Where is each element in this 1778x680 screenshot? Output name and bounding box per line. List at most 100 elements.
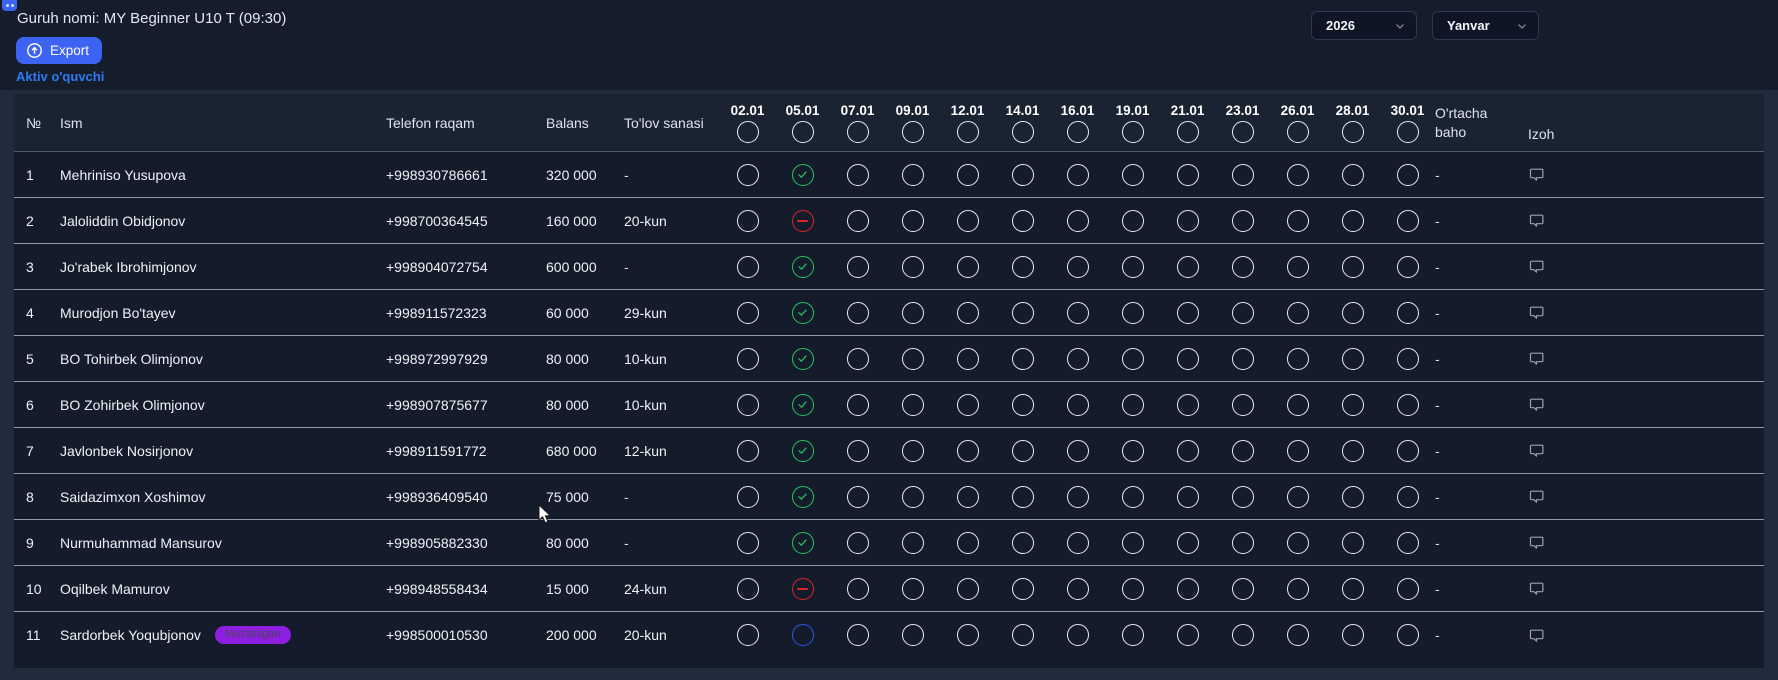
attendance-circle-none[interactable] [1286,624,1309,646]
attendance-circle-none[interactable] [1286,485,1309,508]
header-day-circle[interactable] [956,120,979,143]
attendance-circle-none[interactable] [1231,209,1254,232]
attendance-circle-present[interactable] [791,439,814,462]
header-day-circle[interactable] [1121,120,1144,143]
attendance-circle-none[interactable] [901,624,924,646]
attendance-circle-none[interactable] [846,209,869,232]
attendance-circle-none[interactable] [1121,255,1144,278]
attendance-circle-none[interactable] [1341,347,1364,370]
attendance-circle-none[interactable] [956,163,979,186]
year-select[interactable]: 2026 [1311,11,1417,40]
attendance-circle-none[interactable] [1121,439,1144,462]
comment-icon[interactable] [1528,534,1545,551]
attendance-circle-none[interactable] [1231,347,1254,370]
attendance-circle-none[interactable] [901,163,924,186]
attendance-circle-none[interactable] [1341,624,1364,646]
attendance-circle-none[interactable] [1396,624,1419,646]
attendance-circle-none[interactable] [736,393,759,416]
attendance-circle-none[interactable] [1396,347,1419,370]
comment-icon[interactable] [1528,166,1545,183]
attendance-circle-none[interactable] [1341,577,1364,600]
header-day-circle[interactable] [1231,120,1254,143]
attendance-circle-none[interactable] [846,347,869,370]
attendance-circle-none[interactable] [1286,577,1309,600]
attendance-circle-present[interactable] [791,163,814,186]
attendance-circle-none[interactable] [1396,393,1419,416]
attendance-circle-none[interactable] [1341,301,1364,324]
attendance-circle-none[interactable] [846,577,869,600]
attendance-circle-none[interactable] [1286,347,1309,370]
attendance-circle-none[interactable] [1396,163,1419,186]
attendance-circle-none[interactable] [1176,577,1199,600]
attendance-circle-none[interactable] [846,485,869,508]
header-day-circle[interactable] [1341,120,1364,143]
header-day-circle[interactable] [1176,120,1199,143]
attendance-circle-none[interactable] [1011,485,1034,508]
attendance-circle-none[interactable] [736,485,759,508]
attendance-circle-none[interactable] [736,209,759,232]
header-day-circle[interactable] [791,120,814,143]
attendance-circle-none[interactable] [1231,624,1254,646]
attendance-circle-none[interactable] [956,209,979,232]
comment-icon[interactable] [1528,258,1545,275]
attendance-circle-none[interactable] [846,624,869,646]
attendance-circle-none[interactable] [901,439,924,462]
attendance-circle-none[interactable] [1121,485,1144,508]
comment-icon[interactable] [1528,627,1545,644]
attendance-circle-none[interactable] [736,347,759,370]
attendance-circle-none[interactable] [846,393,869,416]
attendance-circle-none[interactable] [1396,577,1419,600]
attendance-circle-none[interactable] [1286,209,1309,232]
attendance-circle-none[interactable] [1341,163,1364,186]
attendance-circle-none[interactable] [901,485,924,508]
attendance-circle-none[interactable] [1231,163,1254,186]
attendance-circle-none[interactable] [1341,393,1364,416]
attendance-circle-absent[interactable] [791,577,814,600]
attendance-circle-none[interactable] [736,577,759,600]
attendance-circle-none[interactable] [1286,255,1309,278]
attendance-circle-none[interactable] [1341,255,1364,278]
attendance-circle-none[interactable] [1341,531,1364,554]
attendance-circle-none[interactable] [956,393,979,416]
attendance-circle-present[interactable] [791,301,814,324]
comment-icon[interactable] [1528,212,1545,229]
attendance-circle-none[interactable] [1121,531,1144,554]
attendance-circle-none[interactable] [956,301,979,324]
attendance-circle-none[interactable] [1121,209,1144,232]
attendance-circle-none[interactable] [736,531,759,554]
comment-icon[interactable] [1528,442,1545,459]
attendance-circle-frozen[interactable] [791,624,814,646]
attendance-circle-none[interactable] [1341,485,1364,508]
attendance-circle-none[interactable] [1286,531,1309,554]
header-day-circle[interactable] [1286,120,1309,143]
attendance-circle-none[interactable] [1176,301,1199,324]
comment-icon[interactable] [1528,396,1545,413]
attendance-circle-none[interactable] [1066,393,1089,416]
attendance-circle-none[interactable] [956,577,979,600]
attendance-circle-none[interactable] [956,255,979,278]
attendance-circle-none[interactable] [1341,439,1364,462]
active-students-link[interactable]: Aktiv o'quvchi [16,69,105,84]
attendance-circle-none[interactable] [1396,439,1419,462]
attendance-circle-none[interactable] [1231,393,1254,416]
attendance-circle-none[interactable] [736,439,759,462]
attendance-circle-none[interactable] [1066,209,1089,232]
attendance-circle-none[interactable] [846,163,869,186]
attendance-circle-none[interactable] [1011,255,1034,278]
attendance-circle-none[interactable] [1066,531,1089,554]
header-day-circle[interactable] [846,120,869,143]
attendance-circle-none[interactable] [736,255,759,278]
attendance-circle-absent[interactable] [791,209,814,232]
attendance-circle-none[interactable] [1231,485,1254,508]
attendance-circle-none[interactable] [1066,485,1089,508]
attendance-circle-none[interactable] [956,439,979,462]
attendance-circle-none[interactable] [1011,347,1034,370]
attendance-circle-none[interactable] [901,577,924,600]
attendance-circle-none[interactable] [1176,255,1199,278]
attendance-circle-none[interactable] [956,531,979,554]
attendance-circle-none[interactable] [1066,624,1089,646]
header-day-circle[interactable] [736,120,759,143]
attendance-circle-none[interactable] [901,301,924,324]
attendance-circle-none[interactable] [1011,531,1034,554]
attendance-circle-none[interactable] [901,209,924,232]
